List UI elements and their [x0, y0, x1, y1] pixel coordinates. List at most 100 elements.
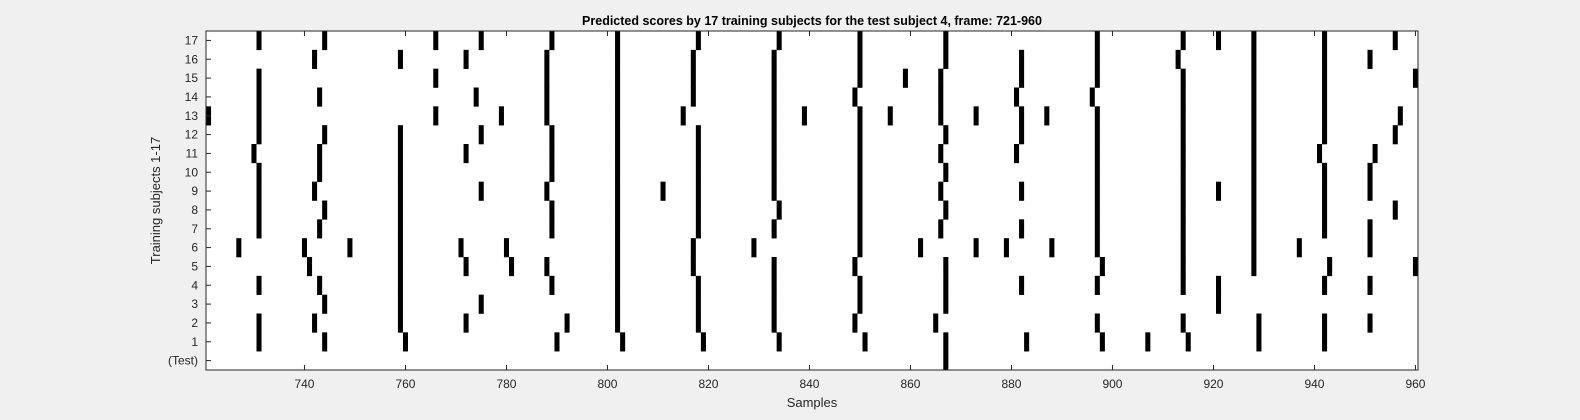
y-tick-label: 17 — [185, 33, 199, 47]
score-mark — [695, 275, 701, 295]
y-tick-label: 2 — [191, 316, 198, 330]
score-mark — [256, 200, 262, 220]
score-mark — [615, 31, 621, 51]
score-mark — [1367, 162, 1373, 182]
y-tick-label: 8 — [191, 203, 198, 217]
score-mark — [771, 313, 777, 333]
score-mark — [1180, 219, 1186, 239]
score-mark — [1327, 257, 1333, 277]
score-mark — [1175, 49, 1181, 69]
score-mark — [549, 31, 555, 51]
score-mark — [938, 106, 944, 126]
score-mark — [1094, 31, 1100, 51]
score-mark — [1145, 332, 1151, 352]
score-mark — [771, 257, 777, 277]
score-mark — [918, 238, 924, 258]
score-mark — [615, 49, 621, 69]
score-mark — [1180, 87, 1186, 107]
x-tick-label: 960 — [1405, 377, 1425, 391]
score-mark — [397, 181, 403, 201]
y-tick-label: 6 — [191, 241, 198, 255]
score-mark — [1019, 181, 1025, 201]
score-mark — [478, 294, 484, 314]
score-mark — [256, 106, 262, 126]
y-tick-label: (Test) — [168, 354, 198, 368]
y-tick-label: 15 — [185, 71, 199, 85]
y-tick-label: 9 — [191, 184, 198, 198]
score-mark — [862, 332, 868, 352]
score-mark — [1322, 313, 1328, 333]
score-mark — [857, 31, 863, 51]
score-mark — [690, 87, 696, 107]
score-mark — [549, 275, 555, 295]
score-mark — [322, 200, 328, 220]
score-mark — [857, 275, 863, 295]
score-mark — [251, 144, 257, 164]
score-mark — [1094, 200, 1100, 220]
score-mark — [771, 125, 777, 145]
score-mark — [1019, 49, 1025, 69]
score-mark — [1089, 87, 1095, 107]
score-mark — [433, 106, 439, 126]
score-mark — [973, 106, 979, 126]
score-mark — [938, 87, 944, 107]
score-mark — [771, 219, 777, 239]
score-mark — [1367, 275, 1373, 295]
score-mark — [1322, 332, 1328, 352]
score-mark — [1322, 162, 1328, 182]
score-mark — [1094, 219, 1100, 239]
score-mark — [857, 219, 863, 239]
score-mark — [1322, 200, 1328, 220]
score-mark — [1180, 144, 1186, 164]
score-mark — [1251, 87, 1257, 107]
score-mark — [463, 49, 469, 69]
score-mark — [322, 31, 328, 51]
score-mark — [771, 49, 777, 69]
x-tick-label: 820 — [698, 377, 718, 391]
score-mark — [1094, 106, 1100, 126]
score-mark — [1256, 332, 1262, 352]
score-mark — [463, 313, 469, 333]
score-mark — [473, 87, 479, 107]
y-tick-label: 7 — [191, 222, 198, 236]
score-mark — [1019, 219, 1025, 239]
score-mark — [1019, 68, 1025, 88]
score-mark — [1003, 238, 1009, 258]
score-mark — [397, 294, 403, 314]
score-mark — [1180, 257, 1186, 277]
score-mark — [478, 31, 484, 51]
score-mark — [615, 68, 621, 88]
score-mark — [478, 181, 484, 201]
score-mark — [615, 181, 621, 201]
score-mark — [433, 68, 439, 88]
score-mark — [322, 294, 328, 314]
score-mark — [1397, 106, 1403, 126]
score-mark — [1256, 313, 1262, 333]
score-mark — [1180, 238, 1186, 258]
score-mark — [317, 219, 323, 239]
score-mark — [549, 125, 555, 145]
score-mark — [1296, 238, 1302, 258]
score-mark — [1322, 31, 1328, 51]
score-mark — [771, 106, 777, 126]
score-mark — [943, 351, 949, 371]
score-mark — [1322, 275, 1328, 295]
score-mark — [1372, 144, 1378, 164]
score-mark — [549, 200, 555, 220]
score-mark — [771, 144, 777, 164]
score-mark — [544, 257, 550, 277]
score-mark — [690, 49, 696, 69]
score-mark — [857, 144, 863, 164]
score-mark — [938, 181, 944, 201]
score-mark — [973, 238, 979, 258]
score-mark — [1180, 162, 1186, 182]
score-mark — [544, 87, 550, 107]
score-mark — [1180, 200, 1186, 220]
score-mark — [1180, 181, 1186, 201]
x-tick-label: 800 — [597, 377, 617, 391]
score-mark — [544, 49, 550, 69]
score-mark — [458, 238, 464, 258]
score-mark — [397, 257, 403, 277]
score-mark — [1216, 275, 1222, 295]
